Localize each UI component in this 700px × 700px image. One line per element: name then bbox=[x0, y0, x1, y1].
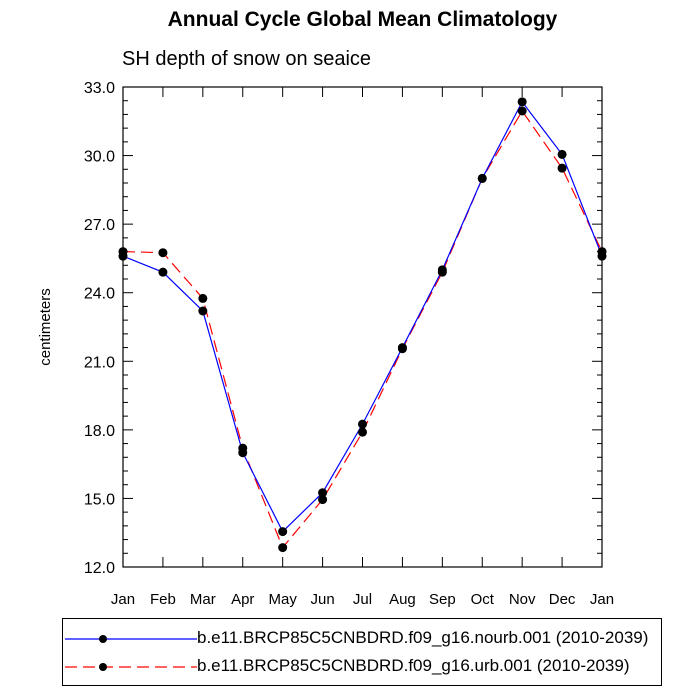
data-point-urb bbox=[557, 163, 567, 173]
data-point-urb bbox=[358, 427, 367, 437]
y-tick-label: 27.0 bbox=[84, 217, 115, 234]
x-tick-label: Jan bbox=[111, 591, 135, 608]
y-tick-label: 33.0 bbox=[84, 80, 115, 97]
x-tick-label: May bbox=[268, 591, 297, 608]
y-tick-label: 12.0 bbox=[84, 560, 115, 577]
legend-item-nourb: b.e11.BRCP85C5CNBDRD.f09_g16.nourb.001 (… bbox=[63, 625, 661, 653]
data-point-urb bbox=[437, 267, 447, 277]
x-tick-label: Feb bbox=[150, 591, 176, 608]
chart-title: Annual Cycle Global Mean Climatology bbox=[167, 8, 558, 31]
legend-label-nourb: b.e11.BRCP85C5CNBDRD.f09_g16.nourb.001 (… bbox=[197, 628, 649, 647]
y-tick-label: 15.0 bbox=[84, 491, 115, 508]
x-tick-label: Mar bbox=[190, 591, 216, 608]
data-point-urb bbox=[517, 106, 527, 116]
data-point-urb bbox=[238, 443, 248, 453]
data-point-nourb bbox=[358, 419, 367, 429]
x-tick-label: Oct bbox=[471, 591, 495, 608]
line-chart: 12.0 15.0 18.0 21.0 24.0 27.0 30.0 33.0 Jan Feb Ma… bbox=[37, 80, 614, 608]
x-tick-label: Aug bbox=[389, 591, 416, 608]
y-tick-label: 24.0 bbox=[84, 286, 115, 303]
x-tick-label: Dec bbox=[549, 591, 576, 608]
data-point-urb bbox=[198, 293, 208, 303]
data-point-nourb bbox=[318, 488, 328, 498]
y-tick-label: 21.0 bbox=[84, 354, 115, 371]
x-tick-label: Sep bbox=[429, 591, 456, 608]
series-line-nourb bbox=[122, 100, 603, 533]
series-line-urb bbox=[122, 109, 603, 549]
data-point-nourb bbox=[278, 527, 288, 537]
data-point-nourb bbox=[517, 97, 527, 107]
legend-swatch-urb bbox=[65, 663, 197, 671]
data-point-urb bbox=[397, 344, 407, 354]
data-point-nourb bbox=[198, 306, 208, 316]
data-point-nourb bbox=[158, 267, 168, 277]
x-tick-label: Jun bbox=[310, 591, 334, 608]
data-point-urb bbox=[158, 248, 168, 258]
y-axis-label: centimeters bbox=[37, 288, 54, 366]
x-tick-label: Apr bbox=[231, 591, 254, 608]
legend-label-urb: b.e11.BRCP85C5CNBDRD.f09_g16.urb.001 (20… bbox=[197, 656, 630, 675]
data-point-urb bbox=[477, 173, 487, 183]
x-tick-label: Nov bbox=[509, 591, 536, 608]
legend-swatch-nourb bbox=[65, 635, 197, 643]
y-tick-label: 18.0 bbox=[84, 423, 115, 440]
plot-frame bbox=[122, 86, 603, 568]
legend: b.e11.BRCP85C5CNBDRD.f09_g16.nourb.001 (… bbox=[62, 618, 662, 686]
data-point-urb bbox=[278, 543, 288, 553]
legend-item-urb: b.e11.BRCP85C5CNBDRD.f09_g16.urb.001 (20… bbox=[63, 653, 661, 681]
x-tick-label: Jul bbox=[353, 591, 372, 608]
data-point-urb bbox=[318, 495, 328, 505]
x-tick-label: Jan bbox=[590, 591, 614, 608]
data-point-nourb bbox=[557, 149, 567, 159]
chart-subtitle: SH depth of snow on seaice bbox=[122, 48, 372, 70]
y-tick-label: 30.0 bbox=[84, 149, 115, 166]
